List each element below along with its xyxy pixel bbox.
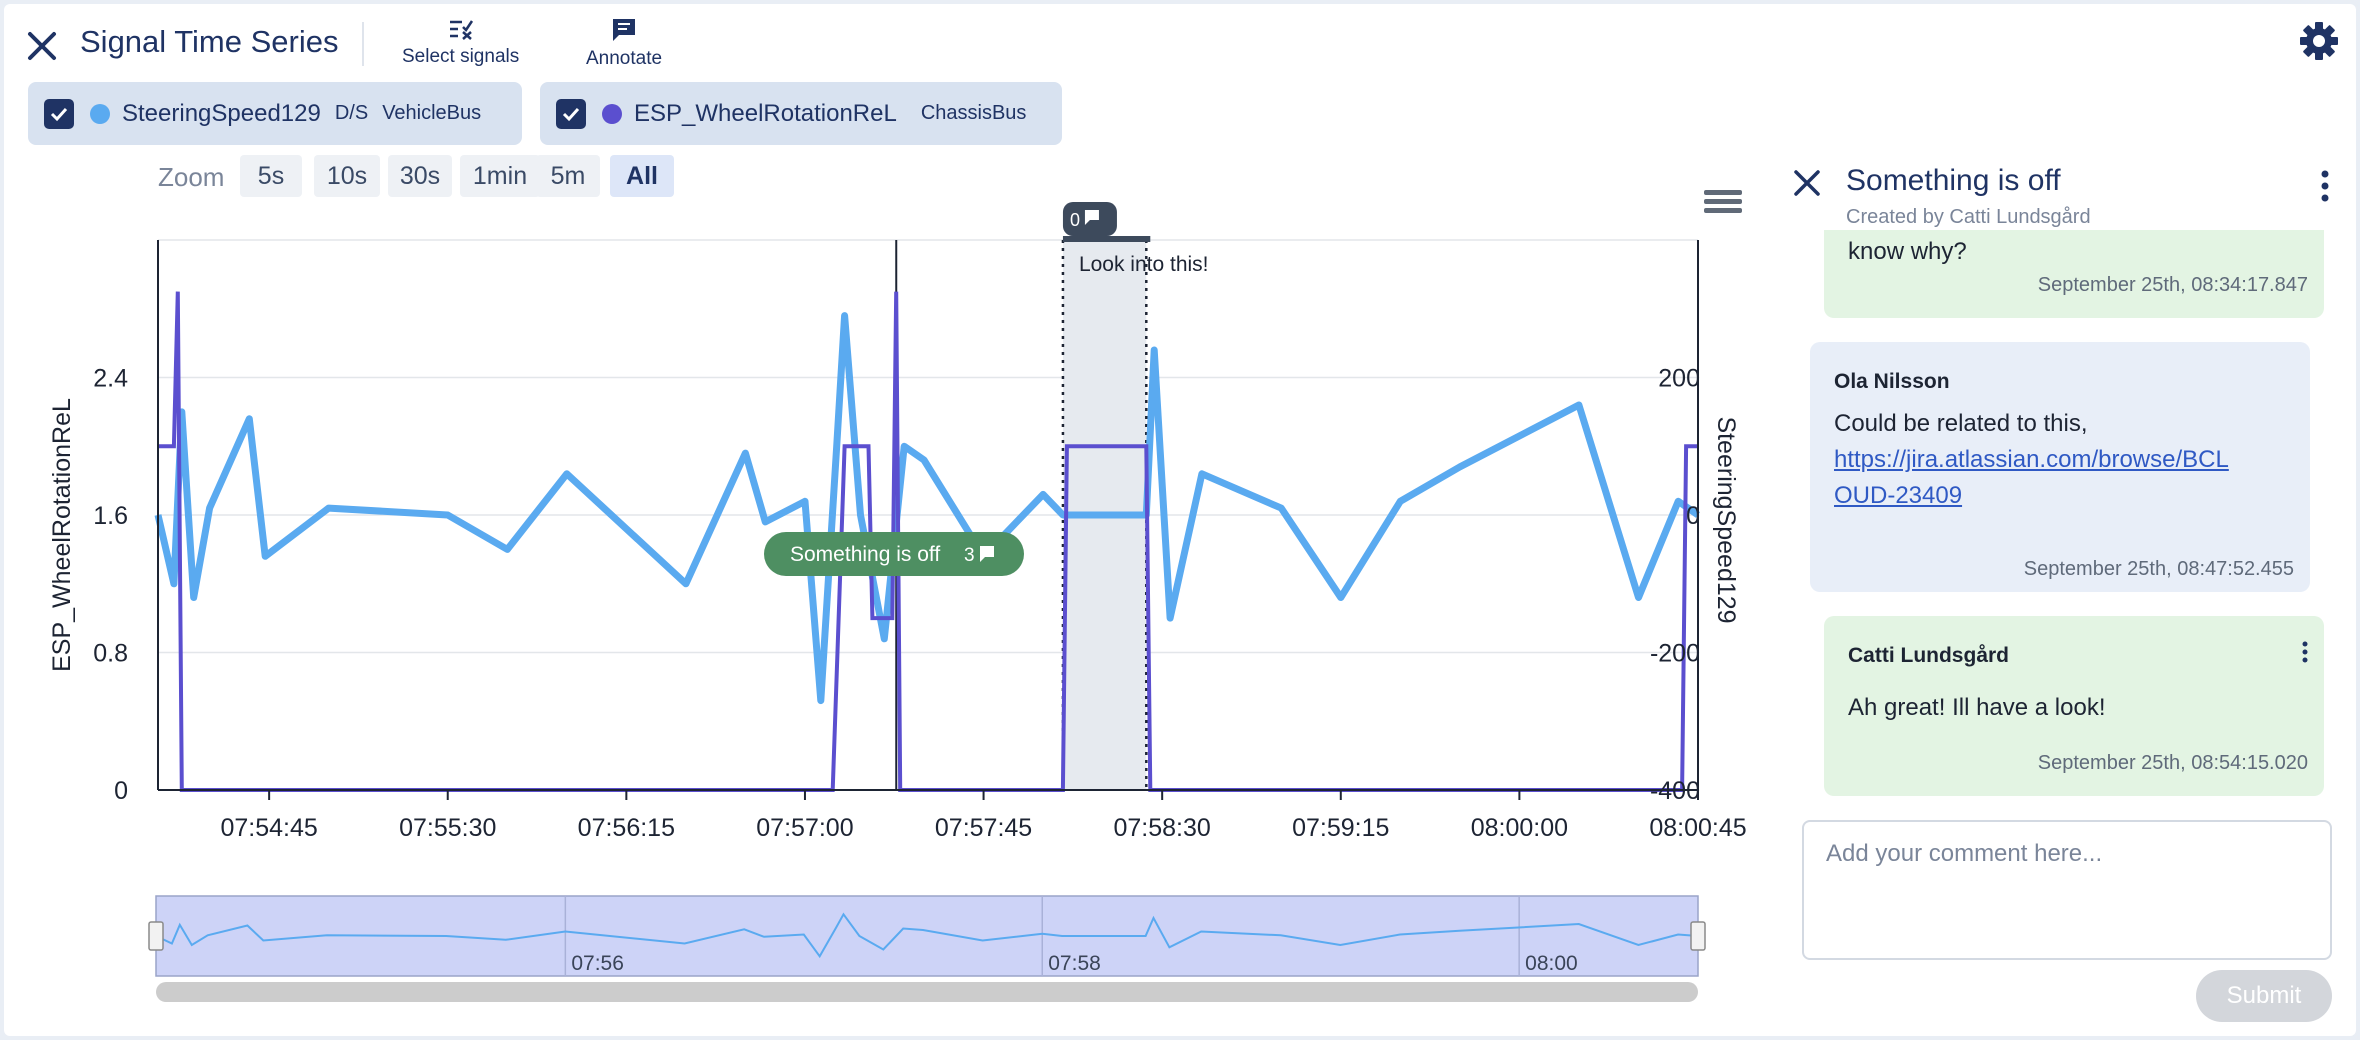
annotation-tag-something-is-off[interactable]: Something is off 3 <box>764 532 1024 576</box>
annotation-comment-count: 0 <box>1070 210 1080 230</box>
comment-text: Ah great! Ill have a look! <box>1848 694 2106 721</box>
right-axis-label: SteeringSpeed129 <box>1712 416 1740 623</box>
zoom-1min-button[interactable]: 1min <box>460 155 540 197</box>
panel-created-by: Created by Catti Lundsgård <box>1846 206 2091 228</box>
navigator-right-handle[interactable] <box>1690 921 1706 951</box>
navigator-grid <box>564 896 1520 976</box>
navigator-tick-label: 08:00 <box>1525 952 1578 975</box>
comment-item: Ola Nilsson Could be related to this, ht… <box>1810 342 2310 592</box>
left-tick-label: 1.6 <box>93 502 128 530</box>
comment-item: know why? September 25th, 08:34:17.847 <box>1824 230 2324 318</box>
left-tick-label: 0 <box>114 777 128 805</box>
comment-line: Could be related to this, <box>1834 410 2088 437</box>
comment-time: September 25th, 08:34:17.847 <box>2037 274 2308 296</box>
select-signals-icon <box>449 20 473 40</box>
series-line <box>154 312 1700 705</box>
right-tick-label: -400 <box>1650 777 1700 805</box>
signal-chip-steeringspeed[interactable]: SteeringSpeed129 D/S VehicleBus <box>28 82 522 145</box>
zoom-10s-button[interactable]: 10s <box>314 155 380 197</box>
left-tick-label: 0.8 <box>93 640 128 668</box>
comment-link[interactable]: OUD-23409 <box>1834 482 1963 509</box>
annotation-label: Something is off <box>790 543 940 566</box>
x-axis-ticks: 07:54:45 07:55:30 07:56:15 07:57:00 07:57:45… <box>220 790 1747 842</box>
signal-name: ESP_WheelRotationReL <box>634 99 897 127</box>
zoom-label: Zoom <box>158 162 225 192</box>
gear-icon[interactable] <box>2298 20 2340 62</box>
zoom-5m-button[interactable]: 5m <box>536 155 600 197</box>
signal-qualifier: D/S <box>334 102 369 124</box>
comment-author: Ola Nilsson <box>1834 370 1950 393</box>
chart-axes <box>157 240 1699 791</box>
time-series-chart[interactable]: 07:54:45 07:55:30 07:56:15 07:57:00 07:57:45… <box>0 0 1780 1040</box>
x-tick-label: 07:54:45 <box>220 814 317 842</box>
comment-more-icon[interactable] <box>2300 640 2310 664</box>
signal-bus: ChassisBus <box>920 102 1027 124</box>
navigator-tick-label: 07:56 <box>571 952 624 975</box>
submit-button[interactable]: Submit <box>2196 970 2332 1022</box>
series-steeringspeed129 <box>154 312 1700 705</box>
header-divider <box>362 22 364 66</box>
annotate-label: Annotate <box>586 48 663 69</box>
zoom-all-button[interactable]: All <box>610 155 674 197</box>
annotation-comment-count: 3 <box>964 545 975 566</box>
x-tick-label: 08:00:45 <box>1649 814 1746 842</box>
comment-author: Catti Lundsgård <box>1848 644 2009 667</box>
right-axis-ticks: -400 -200 0 200 <box>1650 365 1700 806</box>
panel-more-icon[interactable] <box>2318 168 2332 204</box>
x-tick-label: 07:59:15 <box>1292 814 1389 842</box>
comment-icon <box>980 546 994 562</box>
annotate-button[interactable]: Annotate <box>586 16 662 70</box>
right-tick-label: 0 <box>1686 502 1700 530</box>
comment-text: Could be related to this, https://jira.a… <box>1834 406 2229 514</box>
annotate-icon <box>613 19 636 41</box>
right-tick-label: -200 <box>1650 640 1700 668</box>
right-tick-label: 200 <box>1658 365 1700 393</box>
signal-chip-wheelrotation[interactable]: ESP_WheelRotationReL ChassisBus <box>540 82 1062 145</box>
x-tick-label: 07:58:30 <box>1114 814 1211 842</box>
left-axis-ticks: 0 0.8 1.6 2.4 <box>93 365 128 806</box>
comment-input[interactable] <box>1802 820 2332 960</box>
comment-link[interactable]: https://jira.atlassian.com/browse/BCL <box>1834 446 2229 473</box>
comment-time: September 25th, 08:47:52.455 <box>2023 558 2294 580</box>
signal-checkbox[interactable] <box>556 98 586 129</box>
zoom-5s-button[interactable]: 5s <box>240 155 302 197</box>
comment-icon <box>1084 210 1099 225</box>
annotation-flag-look-into-this[interactable]: 0 Look into this! <box>1062 202 1209 276</box>
chart-menu-icon[interactable] <box>1704 188 1742 216</box>
navigator-series <box>155 912 1699 959</box>
navigator-tick-label: 07:58 <box>1048 952 1101 975</box>
comment-text: know why? <box>1848 238 1967 265</box>
x-tick-label: 07:56:15 <box>578 814 675 842</box>
comment-item: Catti Lundsgård Ah great! Ill have a loo… <box>1824 616 2324 796</box>
x-tick-label: 07:57:00 <box>756 814 853 842</box>
check-icon <box>562 107 580 121</box>
close-icon[interactable] <box>22 26 62 66</box>
page-title: Signal Time Series <box>80 24 339 59</box>
annotation-label: Look into this! <box>1079 253 1209 276</box>
select-signals-button[interactable]: Select signals <box>402 16 519 68</box>
signal-bus: VehicleBus <box>382 102 482 124</box>
close-panel-icon[interactable] <box>1790 166 1824 200</box>
select-signals-label: Select signals <box>402 46 520 67</box>
x-tick-label: 08:00:00 <box>1471 814 1568 842</box>
panel-title: Something is off <box>1846 164 2061 197</box>
series-color-dot <box>90 103 110 124</box>
zoom-30s-button[interactable]: 30s <box>388 155 452 197</box>
navigator-left-handle[interactable] <box>148 921 164 951</box>
comment-thread[interactable]: know why? September 25th, 08:34:17.847 O… <box>1800 230 2340 798</box>
series-color-dot <box>602 103 622 124</box>
signal-name: SteeringSpeed129 <box>122 99 321 127</box>
comment-time: September 25th, 08:54:15.020 <box>2037 752 2308 774</box>
check-icon <box>50 107 68 121</box>
left-tick-label: 2.4 <box>93 365 128 393</box>
navigator-scrollbar[interactable] <box>156 982 1698 1002</box>
x-tick-label: 07:55:30 <box>399 814 496 842</box>
signal-checkbox[interactable] <box>44 98 74 129</box>
x-tick-label: 07:57:45 <box>935 814 1032 842</box>
left-axis-label: ESP_WheelRotationReL <box>48 398 76 672</box>
navigator-ticks: 07:56 07:58 08:00 <box>571 952 1577 975</box>
